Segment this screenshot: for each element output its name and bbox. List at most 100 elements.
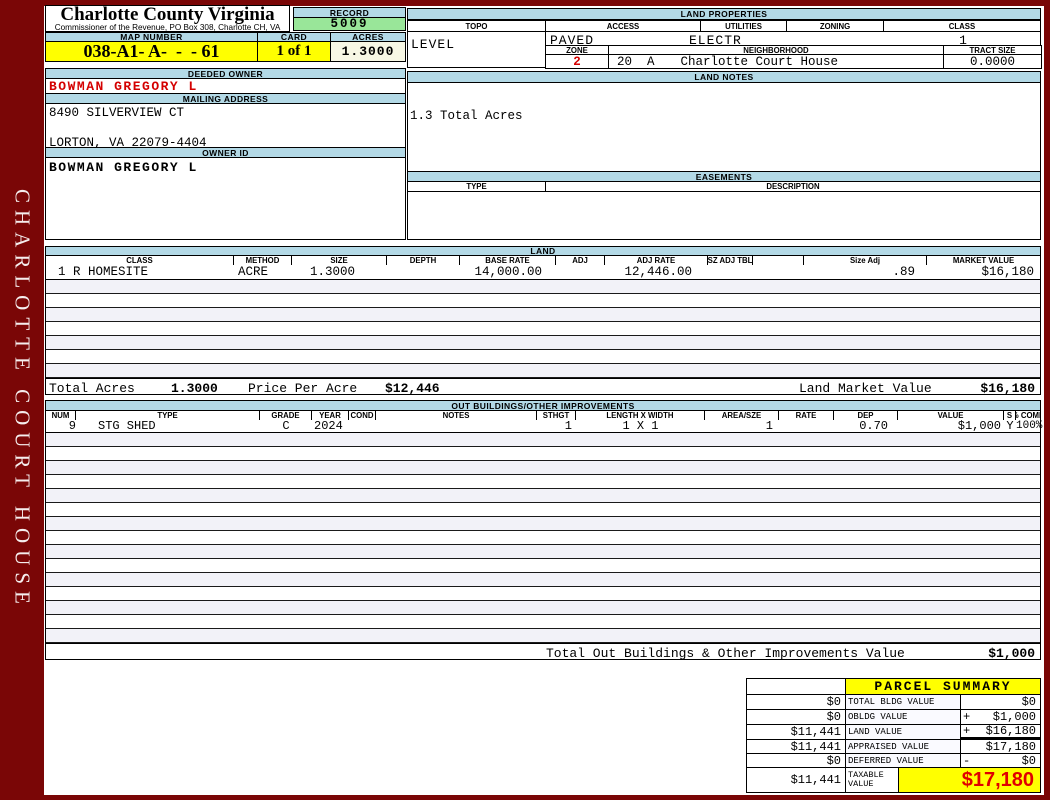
ob-notes-value <box>376 420 537 432</box>
ps-sign-deferred: - <box>963 753 971 768</box>
ps-prior-total-bldg: $0 <box>747 695 846 709</box>
parcel-summary-title: PARCEL SUMMARY <box>846 679 1040 694</box>
ob-header-notes: NOTES <box>376 411 537 420</box>
land-properties-label: LAND PROPERTIES <box>407 8 1041 20</box>
ps-value-cell-deferred: - $0 <box>961 753 1040 768</box>
land-header-row: CLASS METHOD SIZE DEPTH BASE RATE ADJ AD… <box>45 255 1041 266</box>
ps-value-taxable: $17,180 <box>899 768 1040 792</box>
ps-label-appraised: APPRAISED VALUE <box>846 740 961 753</box>
ps-value-total-bldg: $0 <box>1021 695 1036 709</box>
ob-rate-value <box>779 420 834 432</box>
ob-header-area-size: AREA/SZE <box>705 411 779 420</box>
access-value: PAVED <box>550 33 595 48</box>
land-data-row: 1 R HOMESITE ACRE 1.3000 14,000.00 12,44… <box>45 265 1041 280</box>
ps-header-empty <box>747 679 846 694</box>
land-market-value: $16,180 <box>981 265 1034 279</box>
land-sz-adj-tbl-value <box>708 265 753 279</box>
land-header-base-rate: BASE RATE <box>460 256 556 265</box>
ps-label-land: LAND VALUE <box>846 725 961 739</box>
utilities-value: ELECTR <box>689 33 742 48</box>
price-per-acre-label: Price Per Acre <box>248 381 358 396</box>
class-value: 1 <box>959 33 967 48</box>
land-market-value-total: $16,180 <box>980 381 1035 396</box>
zone-value-cell: 2 <box>546 54 609 69</box>
ob-sthgt-value: 1 <box>564 419 572 433</box>
zone-extra: 20 A <box>617 54 655 69</box>
ps-row-appraised: $11,441 APPRAISED VALUE $17,180 <box>746 739 1041 754</box>
ob-cond-value <box>349 420 376 432</box>
land-notes-box: 1.3 Total Acres <box>407 82 1041 172</box>
zone-header: ZONE <box>546 46 609 54</box>
land-blank-value <box>753 265 804 279</box>
ps-row-deferred: $0 DEFERRED VALUE - $0 <box>746 753 1041 768</box>
land-header-blank <box>753 256 804 265</box>
topo-value: LEVEL <box>408 32 546 69</box>
land-note-text: 1.3 Total Acres <box>410 109 523 123</box>
neighborhood-header: NEIGHBORHOOD <box>609 46 944 54</box>
access-header: ACCESS <box>546 21 701 31</box>
ps-label-taxable: TAXABLE VALUE <box>846 768 899 792</box>
land-size-value: 1.3000 <box>309 265 355 279</box>
ps-value-obldg: $1,000 <box>992 710 1036 724</box>
zoning-header: ZONING <box>787 21 884 31</box>
ob-header-rate: RATE <box>779 411 834 420</box>
ps-sign-land: + <box>963 724 971 738</box>
ob-type-value: STG SHED <box>98 419 156 433</box>
ob-header-type: TYPE <box>76 411 260 420</box>
ps-row-total-bldg: $0 TOTAL BLDG VALUE $0 <box>746 694 1041 710</box>
land-market-value-label: Land Market Value <box>799 381 932 396</box>
neighborhood-value: Charlotte Court House <box>680 54 839 69</box>
ps-prior-obldg: $0 <box>747 710 846 724</box>
ob-num-value: 9 <box>68 419 76 433</box>
out-buildings-total-row: Total Out Buildings & Other Improvements… <box>45 643 1041 661</box>
ob-grade-value: C <box>282 419 290 433</box>
ob-total-label: Total Out Buildings & Other Improvements… <box>546 646 905 661</box>
topo-header: TOPO <box>408 21 546 31</box>
land-header-size: SIZE <box>292 256 387 265</box>
ps-value-deferred: $0 <box>1021 753 1036 768</box>
land-header-adj-rate: ADJ RATE <box>605 256 708 265</box>
acres-value: 1.3000 <box>330 41 406 62</box>
ob-value: $1,000 <box>957 419 1001 433</box>
land-method-value: ACRE <box>238 265 269 279</box>
county-title: Charlotte County Virginia <box>60 4 275 25</box>
tract-size-header: TRACT SIZE <box>969 46 1016 54</box>
price-per-acre-value: $12,446 <box>385 381 440 396</box>
ob-area-size-value: 1 <box>765 419 773 433</box>
land-header-market-value: MARKET VALUE <box>952 256 1015 265</box>
parcel-summary-header-row: PARCEL SUMMARY <box>746 678 1041 695</box>
ob-header-value: VALUE <box>898 411 1004 420</box>
sidebar: CHARLOTTE COURT HOUSE <box>0 0 44 800</box>
ps-value-cell-total-bldg: $0 <box>961 695 1040 709</box>
ob-dep-value: 0.70 <box>859 419 888 433</box>
ob-header-s: S <box>1004 411 1016 420</box>
ob-header-grade: GRADE <box>260 411 312 420</box>
land-depth-value <box>387 265 460 279</box>
zone-value: 2 <box>573 54 581 69</box>
map-number-value: 038-A1- A- - - 61 <box>45 41 258 62</box>
record-value: 5009 <box>293 17 406 31</box>
ob-header-dep: DEP <box>834 411 898 420</box>
county-header-box: Charlotte County Virginia Commissioner o… <box>45 5 290 32</box>
land-header-adj: ADJ <box>556 256 605 265</box>
ps-prior-taxable: $11,441 <box>747 768 846 792</box>
ps-prior-appraised: $11,441 <box>747 740 846 754</box>
ob-header-num: NUM <box>46 411 76 420</box>
ob-header-year: YEAR <box>312 411 349 420</box>
owner-id-box: BOWMAN GREGORY L <box>45 157 406 240</box>
address-line-1: 8490 SILVERVIEW CT <box>49 106 185 120</box>
commissioner-line: Commissioner of the Revenue, PO Box 308,… <box>54 23 281 32</box>
ob-header-sthgt: STHGT <box>537 411 576 420</box>
land-header-sz-adj-tbl: SZ ADJ TBL <box>708 256 753 265</box>
land-empty-rows <box>45 280 1041 378</box>
ps-value-land: $16,180 <box>985 724 1036 738</box>
owner-id-value: BOWMAN GREGORY L <box>49 160 198 175</box>
ob-s-value: Y <box>1006 419 1014 433</box>
easement-description-header: DESCRIPTION <box>766 182 820 191</box>
ps-value-cell-obldg: + $1,000 <box>961 710 1040 724</box>
ob-pct-comp-value: 100% <box>1016 420 1043 432</box>
ps-row-obldg: $0 OBLDG VALUE + $1,000 <box>746 709 1041 725</box>
land-adj-value <box>556 265 605 279</box>
ps-prior-land: $11,441 <box>747 725 846 739</box>
